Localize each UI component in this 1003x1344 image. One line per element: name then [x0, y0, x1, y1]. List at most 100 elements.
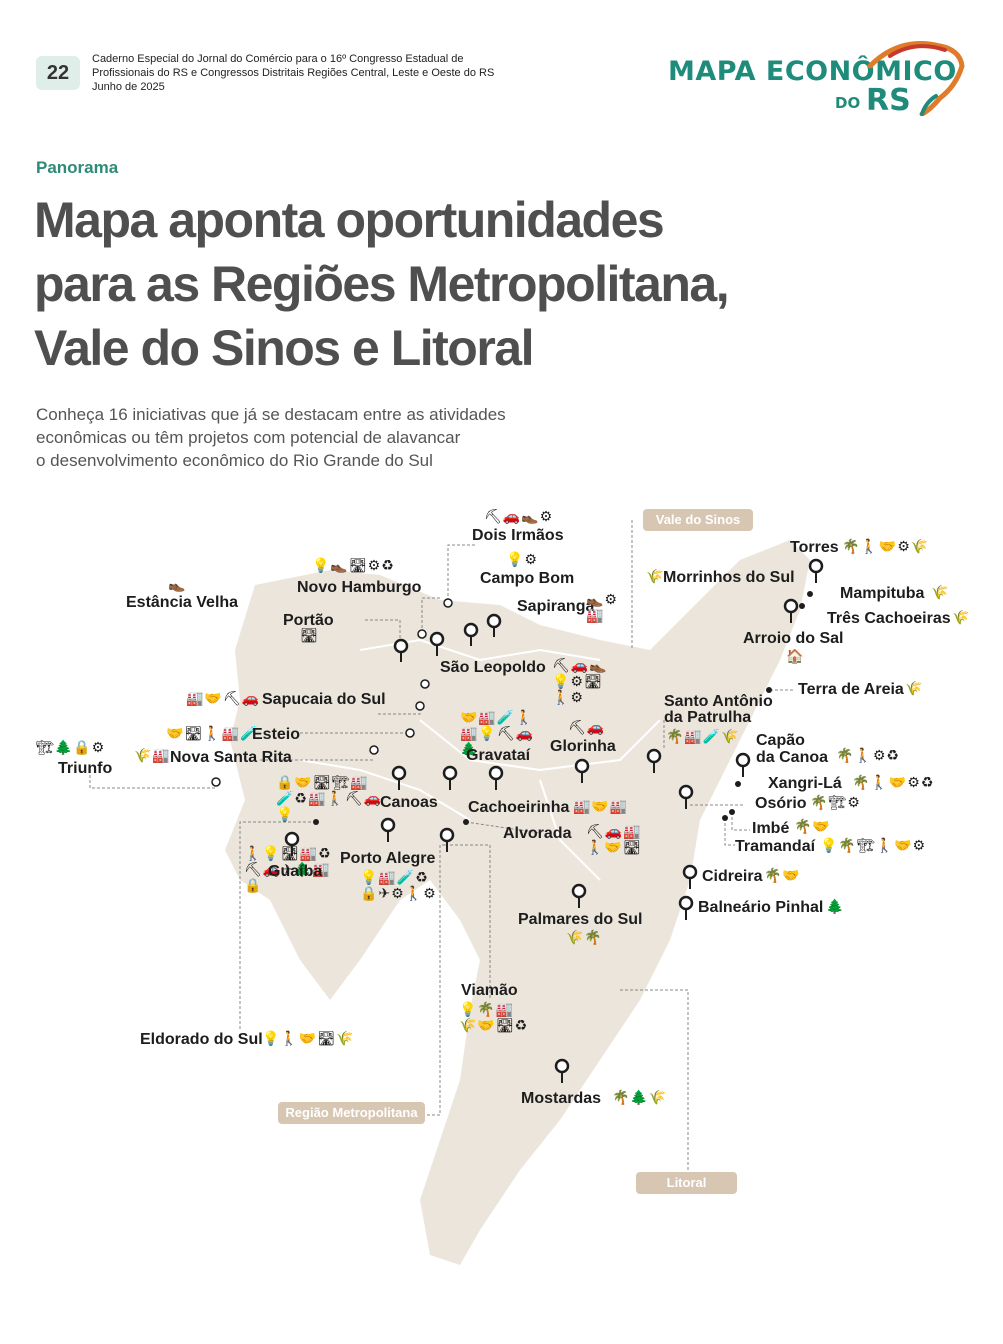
city-estancia-velha: Estância Velha [126, 594, 239, 611]
subtitle: Conheça 16 iniciativas que já se destaca… [36, 403, 596, 472]
pin-campo-bom [463, 622, 479, 638]
city-sapiranga: Sapiranga [517, 598, 595, 615]
city-portao: Portão [283, 612, 334, 629]
pin-arroio-do-sal [783, 598, 799, 614]
header-caption: Caderno Especial do Jornal do Comércio p… [92, 52, 494, 94]
icons-gravatai: 🤝🏭🧪🚶🏭💡⛏🚗🌲 [460, 710, 535, 758]
icons-cidreira: 🌴🤝 [764, 868, 801, 884]
city-arroio-do-sal: Arroio do Sal [743, 630, 844, 647]
city-santo-antonio-line-2: da Patrulha [664, 709, 752, 726]
pin-novo-hamburgo [429, 631, 445, 647]
icons-osorio: 🌴🏗⚙ [810, 795, 861, 811]
pin-palmares [571, 883, 587, 899]
city-osorio: Osório [755, 795, 807, 812]
city-novo-hamburgo: Novo Hamburgo [297, 579, 422, 596]
pin-canoas [391, 765, 407, 781]
header-line-2: Profissionais do RS e Congressos Distrit… [92, 67, 495, 79]
icons-portao: 🛣 [300, 628, 319, 644]
icons-campo-bom: 💡⚙ [506, 552, 538, 568]
city-santo-antonio-line-1: Santo Antônio [664, 693, 773, 710]
pin-torres [808, 558, 824, 574]
pin-cachoeirinha [442, 765, 458, 781]
icons-palmares-do-sul: 🌾🌴 [566, 930, 603, 946]
logo-title: MAPA ECONÔMICO [668, 56, 957, 87]
dot-markers [313, 591, 813, 825]
pin-sapiranga [486, 613, 502, 629]
pin-glorinha [574, 758, 590, 774]
pin-santo-antonio [646, 748, 662, 764]
title-line-3: Vale do Sinos e Litoral [34, 320, 534, 376]
city-nova-santa-rita: Nova Santa Rita [170, 749, 292, 766]
icons-arroio-do-sal: 🏠 [786, 649, 805, 665]
subtitle-line-1: Conheça 16 iniciativas que já se destaca… [36, 405, 506, 424]
icons-morrinhos-do-sul: 🌾 [646, 569, 665, 585]
icons-santo-antonio: 🌴🏭🧪🌾 [666, 729, 740, 745]
pin-osorio [678, 784, 694, 800]
city-gravatai: Gravataí [466, 747, 531, 764]
small-markers [211, 598, 453, 787]
region-tag-vale-do-sinos: Vale do Sinos [643, 509, 753, 531]
subtitle-line-3: o desenvolvimento econômico do Rio Grand… [36, 451, 433, 470]
icons-mostardas: 🌴🌲🌾 [612, 1090, 668, 1106]
icons-xangri-la: 🌴🚶🤝⚙♻ [852, 775, 935, 791]
logo-rs: RS [866, 83, 911, 118]
city-morrinhos-do-sul: Morrinhos do Sul [663, 569, 795, 586]
icons-nova-santa-rita: 🌾🏭 [134, 748, 171, 764]
icons-viamao: 💡🌴🏭🌾🤝🛣♻ [459, 1002, 529, 1034]
title-line-1: Mapa aponta oportunidades [34, 192, 665, 248]
city-torres: Torres [790, 539, 839, 556]
city-sapucaia-do-sul: Sapucaia do Sul [262, 691, 386, 708]
city-esteio: Esteio [252, 726, 301, 743]
city-mostardas: Mostardas [521, 1090, 602, 1107]
city-porto-alegre: Porto Alegre [340, 850, 436, 867]
logo-do: DO [835, 94, 861, 112]
pin-stems [291, 572, 817, 1083]
pin-capao [735, 752, 751, 768]
city-capao-line-2: da Canoa [756, 749, 829, 766]
icons-sapucaia: 🏭🤝⛏🚗 [186, 691, 261, 707]
icons-tramandai: 💡🌴🏗🚶🤝⚙ [820, 838, 927, 854]
icons-balneario-pinhal: 🌲 [826, 899, 845, 915]
icons-canoas: 🔒🤝🛣🏗🏭🧪♻🏭🚶⛏🚗💡 [276, 775, 383, 823]
icons-capao-da-canoa: 🌴🚶⚙♻ [836, 748, 900, 764]
icons-porto-alegre: 💡🏭🧪♻🔒✈⚙🚶⚙ [360, 870, 437, 902]
city-canoas: Canoas [380, 794, 438, 811]
city-cachoeirinha: Cachoeirinha [468, 799, 570, 816]
logo-map-outline-icon [867, 41, 965, 116]
section-label: Panorama [36, 158, 119, 177]
city-alvorada: Alvorada [503, 825, 572, 842]
city-tres-cachoeiras: Três Cachoeiras [827, 610, 951, 627]
icons-estancia-velha: 👞 [168, 577, 187, 593]
city-triunfo: Triunfo [58, 760, 113, 777]
icons-guaiba: 🚶💡🛣🏭♻⛏🚗✈🌲🏭🔒 [244, 846, 332, 894]
icons-novo-hamburgo: 💡👞🛣⚙♻ [312, 558, 395, 574]
region-tag-litoral: Litoral [636, 1172, 737, 1194]
icons-torres: 🌴🚶🤝⚙🌾 [842, 539, 930, 555]
icons-sapiranga: 👞⚙🏭 [586, 592, 618, 624]
city-dois-irmaos: Dois Irmãos [472, 527, 564, 544]
icons-esteio: 🤝🛣🚶🏭🧪 [166, 726, 259, 742]
pin-mostardas [554, 1058, 570, 1074]
city-xangri-la: Xangri-Lá [768, 775, 842, 792]
pin-balneario-pinhal [678, 895, 694, 911]
city-viamao: Viamão [461, 982, 518, 999]
icons-sao-leopoldo: ⛏🚗👞💡⚙🛣🚶⚙ [552, 658, 608, 706]
region-tag-metropolitana: Região Metropolitana [278, 1102, 425, 1124]
subtitle-line-2: econômicas ou têm projetos com potencial… [36, 428, 461, 447]
page-number: 22 [36, 56, 80, 90]
city-campo-bom: Campo Bom [480, 570, 575, 587]
city-tramandai: Tramandaí [735, 838, 816, 855]
icons-eldorado-do-sul: 💡🚶🤝🛣🌾 [262, 1031, 355, 1047]
city-sao-leopoldo: São Leopoldo [440, 659, 546, 676]
icons-alvorada: ⛏🚗🏭🚶🤝🛣 [586, 824, 642, 856]
icons-glorinha: ⛏🚗 [568, 720, 606, 736]
icons-mampituba: 🌾 [931, 585, 950, 601]
pin-cidreira [682, 864, 698, 880]
pin-portao [393, 638, 409, 654]
city-capao-line-1: Capão [756, 732, 805, 749]
pin-gravatai [488, 765, 504, 781]
icons-terra-de-areia: 🌾 [905, 681, 924, 697]
title-line-2: para as Regiões Metropolitana, [34, 256, 730, 312]
page-title: Mapa aponta oportunidades para as Regiõe… [34, 188, 934, 380]
map-borders [299, 638, 661, 881]
